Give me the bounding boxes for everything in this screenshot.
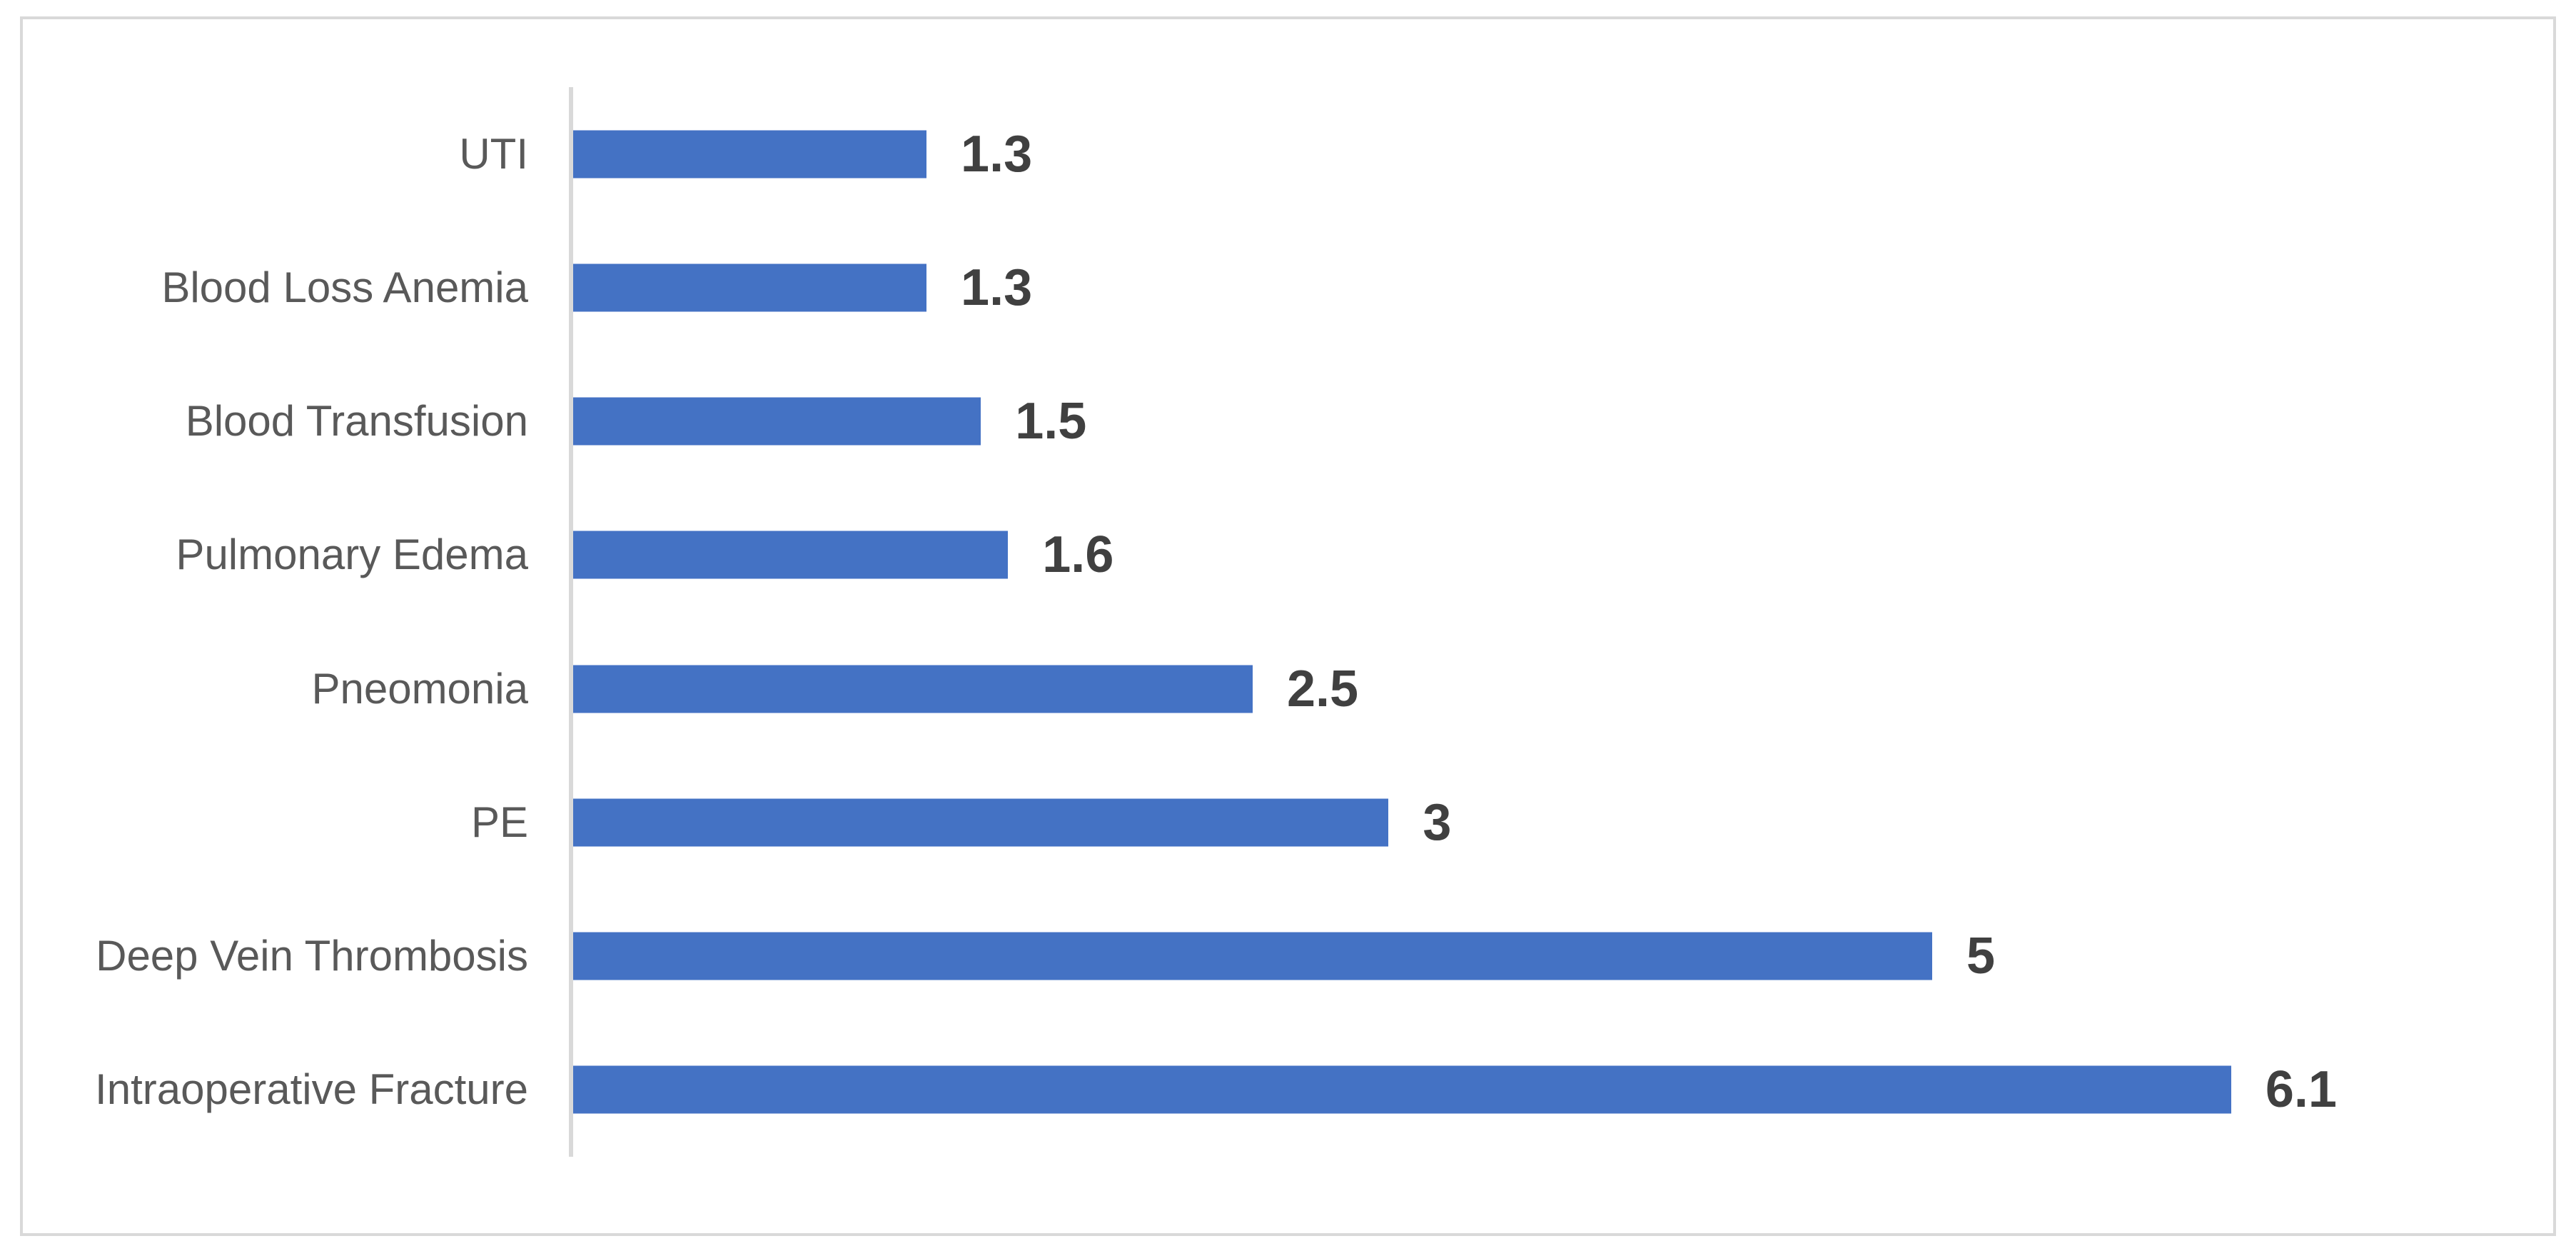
value-label: 2.5: [1287, 660, 1359, 718]
bar: [573, 531, 1009, 579]
category-label: Blood Transfusion: [185, 397, 528, 445]
bar: [573, 798, 1389, 847]
chart-frame: [20, 16, 2556, 1236]
bar-row: PE 3: [0, 755, 2576, 889]
value-label: 3: [1423, 793, 1452, 851]
bar-row: Deep Vein Thrombosis 5: [0, 890, 2576, 1023]
bar-row: Pneomonia 2.5: [0, 622, 2576, 755]
bar-row: UTI 1.3: [0, 87, 2576, 221]
bar: [573, 397, 981, 446]
bar: [573, 1065, 2231, 1114]
category-label: Blood Loss Anemia: [161, 263, 528, 311]
category-label: Intraoperative Fracture: [95, 1065, 528, 1114]
bar-row: Blood Loss Anemia 1.3: [0, 221, 2576, 354]
value-label: 6.1: [2265, 1061, 2337, 1119]
bar: [573, 932, 1932, 980]
category-label: Pulmonary Edema: [176, 531, 528, 579]
bar-row: Intraoperative Fracture 6.1: [0, 1023, 2576, 1157]
bar: [573, 263, 927, 312]
value-label: 1.5: [1015, 393, 1087, 450]
bar: [573, 665, 1253, 713]
y-axis-line: [569, 87, 573, 1157]
value-label: 1.3: [961, 258, 1033, 316]
value-label: 5: [1966, 928, 1996, 985]
bar-row: Pulmonary Edema 1.6: [0, 488, 2576, 622]
value-label: 1.3: [961, 125, 1033, 183]
category-label: PE: [470, 798, 528, 846]
bar-row: Blood Transfusion 1.5: [0, 355, 2576, 488]
bar: [573, 130, 927, 178]
category-label: Pneomonia: [311, 664, 528, 713]
category-label: Deep Vein Thrombosis: [96, 932, 528, 980]
value-label: 1.6: [1042, 526, 1114, 584]
category-label: UTI: [459, 129, 528, 178]
